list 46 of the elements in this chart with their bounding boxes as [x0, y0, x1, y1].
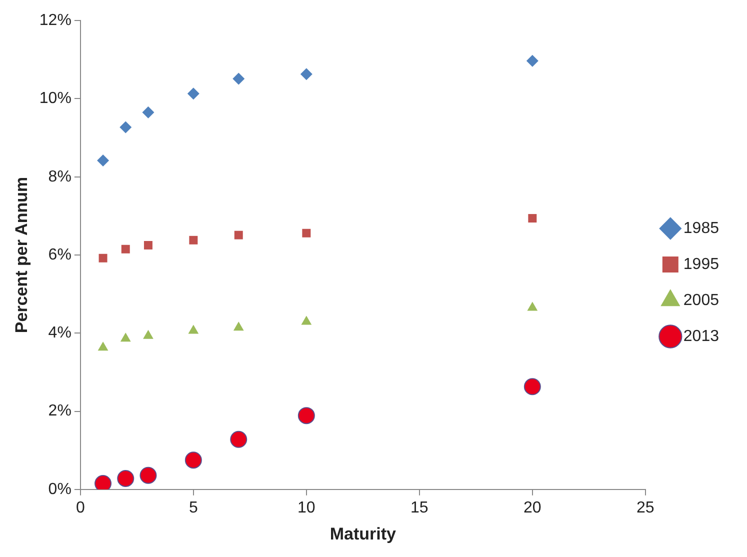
point: [142, 106, 154, 118]
point: [527, 302, 538, 311]
point: [143, 330, 154, 339]
x-tick-label: 15: [410, 499, 428, 516]
x-tick-label: 5: [188, 499, 198, 516]
y-tick-label: 10%: [39, 90, 72, 108]
point: [524, 378, 541, 396]
point: [234, 230, 243, 240]
point: [189, 236, 198, 244]
point: [302, 228, 311, 238]
point: [230, 430, 248, 448]
x-tick-label: 10: [298, 499, 316, 516]
y-tick-label: 6%: [48, 246, 72, 264]
point: [140, 466, 157, 484]
point: [144, 240, 152, 250]
legend-label: 2005: [683, 292, 720, 309]
y-tick-label: 12%: [39, 12, 72, 30]
point: [98, 342, 108, 351]
point: [528, 214, 537, 223]
point: [298, 407, 315, 424]
point: [232, 72, 245, 85]
point: [184, 452, 202, 469]
point: [117, 470, 134, 487]
point: [187, 88, 200, 100]
x-axis-title: Maturity: [330, 524, 397, 544]
legend-label: 1995: [683, 256, 720, 273]
legend-label: 2013: [683, 328, 720, 345]
y-tick-label: 4%: [48, 324, 72, 342]
y-tick-label: 0%: [48, 480, 72, 498]
point: [301, 316, 312, 325]
point: [526, 54, 538, 67]
x-tick-label: 0: [76, 499, 85, 516]
point: [120, 332, 131, 342]
point: [233, 322, 244, 331]
legend-label: 1985: [683, 220, 720, 237]
y-tick-label: 2%: [48, 402, 72, 420]
point: [98, 254, 108, 262]
y-axis-title: Percent per Annum: [12, 176, 31, 334]
point: [120, 121, 132, 134]
point: [97, 154, 110, 166]
point: [121, 244, 130, 254]
point: [188, 324, 199, 334]
x-tick-label: 25: [636, 499, 654, 516]
x-tick-label: 20: [524, 499, 542, 516]
y-tick-label: 8%: [48, 168, 72, 186]
point: [300, 68, 312, 80]
